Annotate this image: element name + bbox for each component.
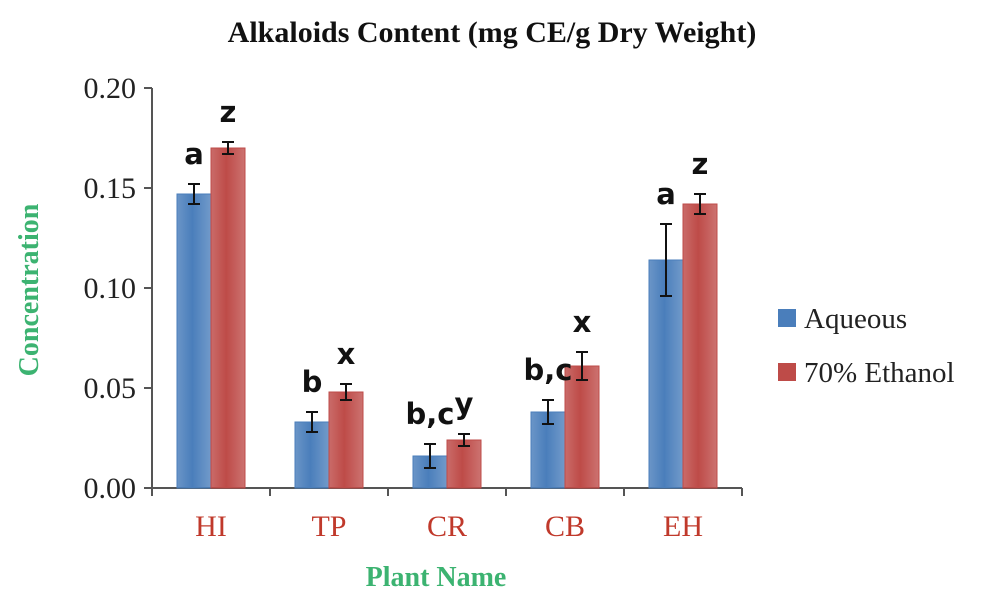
y-tick-label: 0.15: [84, 172, 137, 205]
bars: [176, 147, 718, 489]
x-tick-label: EH: [663, 510, 703, 543]
significance-label: x: [337, 337, 356, 371]
legend-label: Aqueous: [804, 303, 907, 335]
legend-swatch: [778, 363, 796, 381]
x-tick-label: CR: [427, 510, 467, 543]
significance-label: b,c: [524, 353, 573, 387]
y-tick-label: 0.10: [84, 272, 137, 305]
y-tick-label: 0.05: [84, 372, 137, 405]
legend-label: 70% Ethanol: [804, 357, 955, 389]
significance-label: b,c: [406, 397, 455, 431]
y-axis: 0.00 0.05 0.10 0.15 0.20: [84, 72, 153, 505]
significance-label: y: [455, 387, 474, 421]
significance-label: a: [656, 177, 676, 211]
bar-70-ethanol-cb: [564, 365, 600, 489]
significance-label: x: [573, 305, 592, 339]
x-axis: HI TP CR CB EH: [151, 487, 743, 543]
bar-aqueous-eh: [648, 259, 684, 489]
legend-swatch: [778, 309, 796, 327]
y-tick-label: 0.20: [84, 72, 137, 105]
y-tick-label: 0.00: [84, 472, 137, 505]
bar-aqueous-cr: [412, 455, 448, 489]
significance-label: z: [692, 147, 709, 181]
bar-70-ethanol-hi: [210, 147, 246, 489]
bar-70-ethanol-eh: [682, 203, 718, 489]
legend: Aqueous 70% Ethanol: [778, 303, 955, 389]
x-tick-label: CB: [545, 510, 585, 543]
bar-70-ethanol-cr: [446, 439, 482, 489]
bar-aqueous-hi: [176, 193, 212, 489]
x-tick-label: HI: [195, 510, 227, 543]
bar-70-ethanol-tp: [328, 391, 364, 489]
y-axis-title: Concentration: [14, 203, 45, 376]
x-tick-label: TP: [311, 510, 346, 543]
significance-label: a: [184, 137, 204, 171]
significance-label: b: [302, 365, 323, 399]
chart-title: Alkaloids Content (mg CE/g Dry Weight): [228, 16, 757, 49]
error-bars: [188, 141, 706, 469]
x-axis-title: Plant Name: [366, 562, 507, 593]
significance-label: z: [220, 95, 237, 129]
